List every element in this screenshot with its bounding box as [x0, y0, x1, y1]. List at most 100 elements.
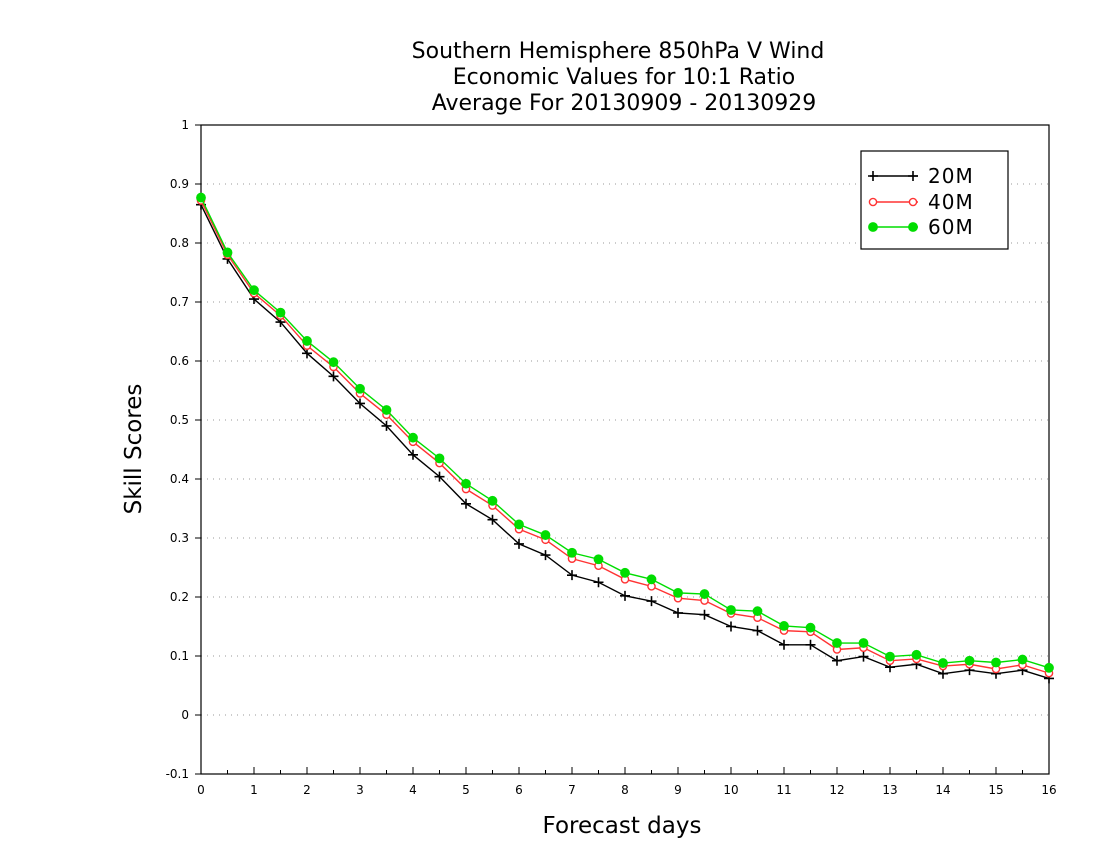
y-tick-label-0: -0.1	[166, 767, 189, 781]
x-tick-label-15: 15	[988, 783, 1003, 797]
data-point-60M-29	[964, 655, 975, 666]
y-tick-label-4: 0.3	[170, 531, 189, 545]
legend-entry-20M: 20M	[868, 164, 973, 188]
legend-label-40M: 40M	[928, 190, 974, 214]
data-point-60M-26	[885, 651, 895, 662]
data-point-60M-3	[275, 307, 286, 318]
series-layer	[196, 192, 1054, 684]
data-point-60M-16	[620, 567, 630, 578]
x-tick-label-13: 13	[882, 783, 897, 797]
data-point-60M-27	[911, 649, 922, 660]
data-point-20M-23	[805, 639, 816, 650]
legend-label-60M: 60M	[928, 215, 974, 239]
x-tick-label-3: 3	[356, 783, 364, 797]
y-tick-label-1: 0	[181, 708, 189, 722]
x-tick-label-10: 10	[723, 783, 738, 797]
data-point-60M-25	[858, 638, 869, 648]
data-point-60M-28	[938, 658, 948, 668]
x-tick-label-8: 8	[621, 783, 629, 797]
data-point-20M-21	[752, 625, 763, 636]
data-point-60M-15	[593, 554, 604, 565]
data-point-60M-24	[832, 638, 842, 648]
data-point-20M-16	[620, 590, 630, 601]
x-tick-label-7: 7	[568, 783, 576, 797]
y-axis-label: Skill Scores	[121, 384, 147, 515]
data-point-20M-25	[858, 651, 869, 662]
data-point-60M-0	[196, 192, 206, 203]
y-tick-label-3: 0.2	[170, 590, 189, 604]
data-point-20M-15	[593, 577, 604, 588]
data-point-60M-2	[249, 285, 259, 296]
x-tick-label-9: 9	[674, 783, 682, 797]
data-point-20M-24	[832, 655, 842, 666]
legend-marker-end-40M	[908, 197, 918, 207]
legend-marker-start-60M	[868, 222, 878, 232]
data-point-60M-1	[222, 247, 233, 258]
data-point-20M-11	[487, 514, 498, 525]
data-point-60M-18	[673, 587, 683, 598]
legend-marker-end-20M	[908, 171, 918, 181]
data-point-20M-8	[408, 449, 418, 460]
data-point-20M-18	[673, 607, 683, 618]
data-point-20M-14	[567, 570, 577, 581]
data-point-20M-22	[779, 639, 789, 650]
data-point-60M-20	[726, 605, 736, 615]
data-point-20M-12	[514, 538, 524, 549]
chart-title-line-1: Southern Hemisphere 850hPa V Wind	[412, 39, 825, 64]
data-point-60M-14	[567, 547, 577, 558]
data-point-60M-12	[514, 519, 524, 530]
data-point-20M-10	[461, 498, 471, 509]
data-point-60M-30	[991, 657, 1001, 668]
y-axis-ticks: -0.1 0 0.1 0.2 0.3 0.4 0.5 0.6 0.7 0.8 0.9 1	[166, 118, 201, 781]
legend-marker-start-20M	[868, 171, 878, 181]
y-tick-label-2: 0.1	[170, 649, 189, 663]
series-20M	[196, 199, 1054, 684]
series-40M	[196, 196, 1054, 678]
x-axis-label: Forecast days	[543, 813, 702, 839]
data-point-20M-19	[699, 609, 710, 620]
x-tick-label-16: 16	[1041, 783, 1056, 797]
data-point-60M-23	[805, 622, 816, 633]
y-tick-label-8: 0.7	[170, 295, 189, 309]
y-tick-label-5: 0.4	[170, 472, 189, 486]
x-tick-label-2: 2	[303, 783, 311, 797]
data-point-20M-5	[328, 371, 339, 382]
data-point-20M-9	[434, 471, 445, 482]
legend-marker-start-40M	[868, 197, 878, 207]
x-tick-label-1: 1	[250, 783, 258, 797]
x-tick-label-6: 6	[515, 783, 523, 797]
y-tick-label-11: 1	[181, 118, 189, 132]
series-line-40M	[200, 200, 1050, 674]
x-axis-ticks: 0 1 2 3 4 5 6 7 8 9 10 11 12 13 14 15 16	[197, 767, 1057, 797]
legend-entry-40M: 40M	[868, 190, 974, 214]
data-point-60M-4	[302, 336, 312, 346]
x-tick-label-12: 12	[829, 783, 844, 797]
x-tick-label-11: 11	[776, 783, 791, 797]
y-tick-label-10: 0.9	[170, 177, 189, 191]
data-point-60M-10	[461, 478, 471, 489]
data-point-60M-31	[1017, 654, 1028, 665]
data-point-20M-7	[381, 420, 392, 431]
chart-title: Southern Hemisphere 850hPa V Wind Econom…	[412, 39, 825, 116]
chart-title-line-3: Average For 20130909 - 20130929	[432, 91, 817, 116]
x-tick-label-0: 0	[197, 783, 205, 797]
data-point-20M-28	[938, 668, 948, 679]
series-line-20M	[200, 204, 1050, 680]
data-point-60M-5	[328, 357, 339, 368]
data-point-60M-11	[487, 495, 498, 506]
data-point-20M-6	[355, 398, 365, 409]
data-point-60M-32	[1044, 662, 1054, 673]
data-point-20M-13	[540, 550, 551, 561]
legend-entry-60M: 60M	[868, 215, 974, 239]
legend-box	[860, 150, 1009, 250]
data-point-20M-20	[726, 621, 736, 632]
y-tick-label-9: 0.8	[170, 236, 189, 250]
data-point-60M-19	[699, 589, 710, 599]
data-point-60M-8	[408, 432, 418, 443]
y-tick-label-6: 0.5	[170, 413, 189, 427]
x-tick-label-14: 14	[935, 783, 950, 797]
data-point-60M-9	[434, 453, 445, 464]
